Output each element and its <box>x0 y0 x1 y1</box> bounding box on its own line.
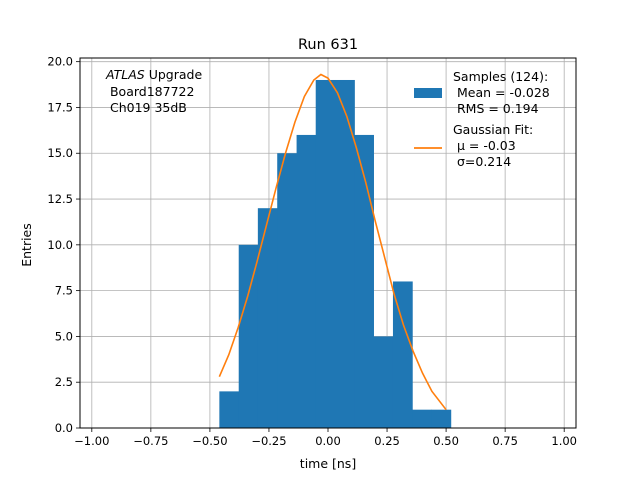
annotation-line: ATLAS Upgrade <box>105 67 202 82</box>
y-tick-label: 0.0 <box>55 421 73 435</box>
annotation-italic: ATLAS <box>105 67 145 82</box>
y-tick-label: 12.5 <box>47 192 73 206</box>
histogram-bar <box>335 79 355 429</box>
histogram-bar <box>354 134 374 428</box>
y-axis-ticks: 0.0 2.5 5.0 7.5 10.0 12.5 15.0 17.5 20.0 <box>47 55 80 435</box>
y-tick-label: 5.0 <box>55 329 73 343</box>
y-tick-label: 20.0 <box>47 55 73 69</box>
x-tick-label: 0.25 <box>374 434 400 448</box>
histogram-bar <box>296 134 317 428</box>
legend-samples-label: Samples (124): Mean = -0.028 RMS = 0.194 <box>453 69 550 116</box>
x-tick-label: 0.75 <box>492 434 518 448</box>
annotation-line: Board187722 <box>106 84 194 99</box>
x-tick-label: 0.50 <box>433 434 459 448</box>
histogram-bar <box>373 336 394 428</box>
gaussian-fit-curve <box>218 73 447 411</box>
y-tick-label: 2.5 <box>55 375 73 389</box>
legend: Samples (124): Mean = -0.028 RMS = 0.194… <box>414 69 550 169</box>
annotation-rest: Board187722 <box>106 84 194 99</box>
x-tick-label: −0.50 <box>192 434 227 448</box>
x-axis-ticks: −1.00 −0.75 −0.50 −0.25 0.00 0.25 0.50 0.75 1.00 <box>74 428 577 448</box>
y-tick-label: 15.0 <box>47 146 73 160</box>
annotation-line: Ch019 35dB <box>106 100 187 115</box>
legend-fit-label: Gaussian Fit: μ = -0.03 σ=0.214 <box>453 122 533 169</box>
legend-samples-patch <box>414 88 442 98</box>
x-tick-label: 1.00 <box>551 434 577 448</box>
annotation-rest: Upgrade <box>145 67 203 82</box>
legend-samples-line: Mean = -0.028 <box>453 85 550 100</box>
x-tick-label: −0.25 <box>251 434 286 448</box>
x-tick-label: −0.75 <box>133 434 168 448</box>
y-axis-label: Entries <box>19 223 34 267</box>
legend-fit-line-text: σ=0.214 <box>453 154 511 169</box>
y-tick-label: 7.5 <box>55 284 73 298</box>
legend-fit-line-text: μ = -0.03 <box>453 138 516 153</box>
annotation-text: ATLAS Upgrade Board187722 Ch019 35dB <box>105 67 202 115</box>
histogram-bar <box>277 153 297 428</box>
y-tick-label: 17.5 <box>47 100 73 114</box>
legend-samples-line: Samples (124): <box>453 69 548 84</box>
histogram-bar <box>219 391 240 428</box>
histogram-bar <box>412 409 432 428</box>
legend-fit-line-text: Gaussian Fit: <box>453 122 533 137</box>
histogram-bar <box>238 244 259 428</box>
y-tick-label: 10.0 <box>47 238 73 252</box>
chart-title: Run 631 <box>298 37 358 53</box>
legend-samples-line: RMS = 0.194 <box>453 101 539 116</box>
x-axis-label: time [ns] <box>300 456 356 471</box>
histogram-bar <box>431 409 452 428</box>
fit-path <box>218 73 447 411</box>
histogram-bar <box>315 79 336 429</box>
histogram-bar <box>257 208 278 428</box>
x-tick-label: −1.00 <box>74 434 109 448</box>
histogram-bar <box>392 281 413 428</box>
annotation-rest: Ch019 35dB <box>106 100 187 115</box>
x-tick-label: 0.00 <box>315 434 341 448</box>
histogram-bars <box>219 79 452 429</box>
